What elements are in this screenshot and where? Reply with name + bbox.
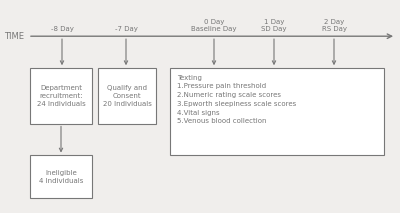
Text: -8 Day: -8 Day (50, 26, 74, 32)
Text: Department
recruitment:
24 Individuals: Department recruitment: 24 Individuals (37, 85, 85, 107)
FancyBboxPatch shape (30, 68, 92, 124)
Text: -7 Day: -7 Day (114, 26, 138, 32)
Text: Texting
1.Pressure pain threshold
2.Numeric rating scale scores
3.Epworth sleepi: Texting 1.Pressure pain threshold 2.Nume… (177, 75, 296, 124)
Text: 1 Day
SD Day: 1 Day SD Day (261, 19, 287, 32)
FancyBboxPatch shape (30, 155, 92, 198)
Text: Ineligible
4 Individuals: Ineligible 4 Individuals (39, 170, 83, 184)
FancyBboxPatch shape (170, 68, 384, 155)
FancyBboxPatch shape (98, 68, 156, 124)
Text: 2 Day
RS Day: 2 Day RS Day (322, 19, 346, 32)
Text: TIME: TIME (4, 32, 24, 41)
Text: 0 Day
Baseline Day: 0 Day Baseline Day (191, 19, 237, 32)
Text: Qualify and
Consent
20 Individuals: Qualify and Consent 20 Individuals (102, 85, 152, 107)
